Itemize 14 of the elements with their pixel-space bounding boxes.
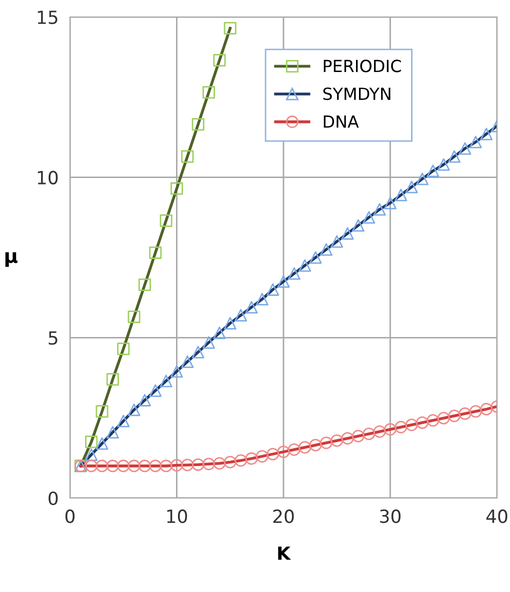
x-tick-label: 40 (486, 509, 508, 524)
legend-label: SYMDYN (323, 87, 390, 100)
legend-label: PERIODIC (324, 60, 401, 72)
y-tick-label: 5 (48, 331, 58, 345)
x-axis-title: K (278, 546, 292, 560)
y-axis-title: μ (5, 252, 18, 267)
legend-label: DNA (324, 115, 359, 128)
x-tick-label: 30 (380, 509, 401, 524)
x-tick-label: 0 (65, 509, 75, 524)
y-tick-label: 15 (38, 10, 58, 24)
x-tick-label: 20 (273, 509, 294, 524)
y-tick-label: 10 (38, 170, 58, 184)
x-tick-label: 10 (167, 509, 188, 524)
y-tick-label: 0 (48, 491, 58, 506)
